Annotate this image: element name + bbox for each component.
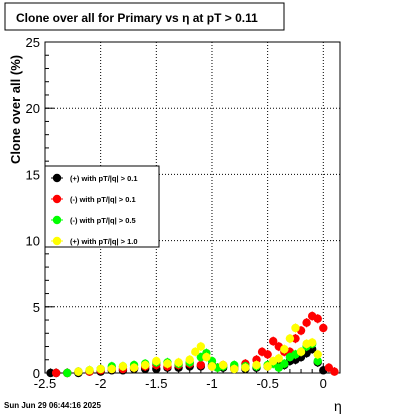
data-point [263,362,272,371]
data-points [46,311,339,378]
legend-label: (-) with pT/|q| > 0.1 [70,195,136,204]
data-point [96,364,105,374]
y-tick-label: 0 [33,366,40,381]
data-point [313,350,322,359]
tick-labels: -2.5 -2 -1.5 -1 -0.5 0 0 5 10 15 20 25 [26,35,327,391]
data-point [140,360,150,370]
x-tick-label: -2.5 [34,376,56,391]
x-tick-label: -1.5 [145,376,167,391]
x-tick-label: -0.5 [256,376,278,391]
data-point [280,359,289,368]
data-point [202,352,211,362]
data-point [63,368,72,378]
x-tick-label: -1 [206,376,218,391]
y-tick-label: 25 [26,35,40,50]
data-point [163,359,172,368]
series-3 [74,323,322,376]
data-point [280,344,289,354]
data-point [218,360,228,370]
series-1 [51,311,339,378]
y-tick-label: 10 [26,234,40,249]
data-point [196,342,206,351]
timestamp: Sun Jun 29 06:44:16 2025 [4,401,101,410]
data-point [152,356,161,366]
y-tick-label: 20 [26,101,40,116]
data-point [129,363,139,372]
data-point [296,347,306,357]
data-point [230,364,239,374]
chart-title: Clone over all for Primary vs η at pT > … [16,11,258,25]
data-point [185,355,194,364]
data-point [51,368,61,378]
y-axis-label: Clone over all (%) [8,55,23,164]
x-axis-label: η [334,398,342,414]
data-point [174,358,183,367]
data-point [285,334,295,343]
data-point [302,318,311,327]
data-point [191,347,200,357]
data-point [118,362,128,371]
data-point [330,367,339,376]
data-point [313,356,322,366]
data-point [241,363,250,372]
legend-label: (+) with pT/|q| > 1.0 [70,237,138,246]
data-point [291,323,300,333]
data-point [74,367,83,376]
legend-label: (-) with pT/|q| > 0.5 [70,216,136,225]
data-point [263,350,272,359]
data-point [196,360,206,370]
x-tick-label: 0 [320,376,327,391]
x-tick-label: -2 [95,376,107,391]
data-point [107,364,116,374]
data-point [274,354,283,363]
legend-label: (+) with pT/|q| > 0.1 [70,174,138,183]
legend-box [44,165,160,248]
y-tick-label: 5 [33,300,40,315]
legend: (+) with pT/|q| > 0.1 (-) with pT/|q| > 0… [44,165,160,248]
data-point [85,366,94,375]
data-point [319,323,328,333]
data-point [307,338,317,347]
title-box [4,2,285,31]
data-point [207,362,217,371]
data-point [269,337,278,346]
data-point [252,360,261,370]
y-tick-label: 15 [26,167,40,182]
data-point [313,314,322,323]
